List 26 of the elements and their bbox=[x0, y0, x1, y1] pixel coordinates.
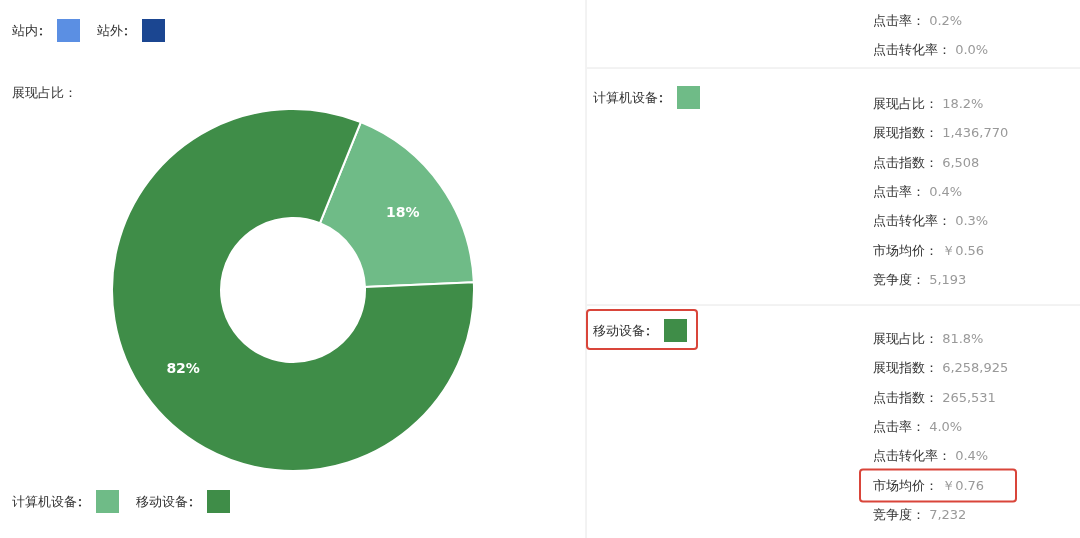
donut-slice bbox=[111, 108, 475, 472]
text: 市场均价： ￥0.76 bbox=[873, 477, 985, 493]
text: 竞争度： 7,232 bbox=[873, 506, 967, 522]
text: 市场均价： ￥0.56 bbox=[873, 242, 985, 258]
legend-label: 计算机设备 bbox=[12, 494, 77, 509]
text: 点击指数： 6,508 bbox=[873, 154, 980, 170]
category-label: 移动设备 bbox=[593, 323, 645, 338]
text: 点击率： 0.4% bbox=[873, 183, 963, 199]
text: 展现占比： 81.8% bbox=[873, 331, 984, 346]
text: 展现指数： 6,258,925 bbox=[873, 360, 1009, 376]
text: 点击率： 4.0% bbox=[873, 418, 963, 434]
text: 点击率： 0.2% bbox=[873, 13, 963, 28]
text: 展现占比： 18.2% bbox=[873, 96, 984, 111]
text: 竞争度： 5,193 bbox=[873, 271, 967, 287]
text: 点击转化率： 0.3% bbox=[873, 213, 989, 229]
legend-label: 站内 bbox=[12, 23, 38, 38]
legend-label: 移动设备 bbox=[136, 494, 188, 509]
data-label: 82% bbox=[166, 359, 200, 376]
text: 点击指数： 265,531 bbox=[873, 389, 996, 405]
legend-label: 站外 bbox=[97, 23, 123, 38]
data-label: 18% bbox=[386, 204, 420, 221]
category-label: 计算机设备 bbox=[593, 90, 658, 105]
chart-title: 展现占比： bbox=[12, 85, 77, 100]
text: 点击转化率： 0.4% bbox=[873, 448, 989, 464]
text: 展现指数： 1,436,770 bbox=[873, 125, 1009, 141]
text: 点击转化率： 0.0% bbox=[873, 42, 989, 57]
